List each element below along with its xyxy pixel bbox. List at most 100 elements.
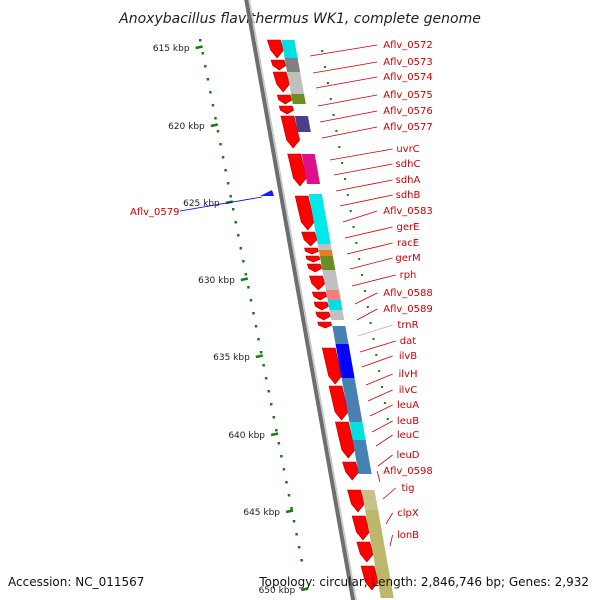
gene-arrow: [294, 195, 315, 231]
tick-dot: [257, 338, 260, 341]
gene-label-leader: [382, 487, 396, 500]
gene-box: [287, 72, 305, 94]
gene-label[interactable]: Aflv_0576: [383, 106, 433, 117]
gene-arrow: [313, 301, 329, 311]
gene-label-leader: [312, 61, 378, 74]
tick-dot: [355, 242, 358, 244]
tick-dot: [224, 169, 227, 172]
gene-label[interactable]: racE: [397, 238, 419, 249]
tick-dots: [199, 39, 389, 562]
tick-mark: [210, 123, 219, 128]
gene-label[interactable]: Aflv_0589: [383, 304, 433, 315]
tick-dot: [254, 325, 258, 328]
gene-label[interactable]: ilvB: [399, 351, 417, 362]
accession-text: Accession: NC_011567: [8, 575, 144, 589]
gene-marker-aflv-0579: [260, 190, 274, 196]
gene-label-leader: [351, 274, 396, 287]
gene-label[interactable]: gerE: [397, 222, 420, 233]
gene-box: [319, 256, 336, 270]
tick-mark: [195, 45, 203, 50]
gene-arrow: [342, 461, 360, 481]
gene-labels[interactable]: Aflv_0572 Aflv_0573 Aflv_0574 Aflv_0575 Aflv…: [130, 40, 433, 547]
gene-label[interactable]: sdhB: [396, 190, 421, 201]
gene-label-leader: [369, 404, 393, 417]
gene-label[interactable]: Aflv_0577: [383, 122, 433, 133]
tick-dot: [252, 312, 255, 315]
tick-dot: [280, 455, 283, 458]
tick-dot: [335, 130, 338, 132]
backbone-highlight: [248, 0, 357, 600]
tick-dot: [383, 402, 386, 404]
gene-label[interactable]: Aflv_0598: [383, 466, 433, 477]
tick-dot: [341, 162, 344, 164]
tick-dot: [237, 234, 240, 237]
tick-dot: [247, 286, 250, 289]
gene-box: [308, 194, 331, 244]
gene-label[interactable]: ilvH: [399, 369, 418, 380]
gene-label-leader: [329, 148, 393, 161]
gene-label[interactable]: uvrC: [396, 144, 419, 155]
gene-label[interactable]: ilvC: [399, 385, 417, 396]
tick-dot: [229, 195, 232, 198]
tick-dot: [324, 66, 327, 68]
gene-label-leader: [317, 94, 378, 107]
backbone-line: [244, 0, 356, 600]
kbp-ticks: 615 kbp 620 kbp 625 kbp 630 kbp 635 kbp 640 k…: [153, 44, 309, 596]
gene-arrow: [278, 105, 294, 115]
gene-label[interactable]: lonB: [397, 530, 419, 541]
gene-label-leader: [346, 242, 393, 255]
gene-label-leader: [349, 257, 393, 270]
gene-arrow: [305, 255, 321, 263]
gene-label[interactable]: Aflv_0575: [383, 90, 433, 101]
gene-label[interactable]: Aflv_0588: [383, 288, 433, 299]
gene-box: [291, 94, 306, 104]
tick-mark: [270, 432, 279, 437]
gene-label-aflv-0579[interactable]: Aflv_0579: [130, 207, 180, 218]
gene-box: [361, 490, 379, 510]
tick-dot: [295, 533, 298, 536]
gene-label[interactable]: Aflv_0574: [383, 72, 433, 83]
gene-label[interactable]: Aflv_0572: [383, 40, 433, 51]
gene-label-leader: [359, 340, 396, 353]
gene-label[interactable]: gerM: [395, 253, 420, 264]
gene-label[interactable]: tig: [401, 483, 414, 494]
tick-dot: [275, 429, 278, 432]
tick-dot: [338, 146, 341, 148]
gene-box: [329, 310, 345, 320]
gene-label[interactable]: rph: [400, 270, 417, 281]
tick-dot: [321, 50, 324, 52]
tick-dot: [272, 416, 276, 419]
gene-arrow: [304, 247, 319, 255]
gene-arrow: [287, 153, 307, 187]
gene-label[interactable]: dat: [400, 336, 416, 347]
gene-label[interactable]: leuA: [397, 400, 419, 411]
gene-label[interactable]: sdhC: [396, 159, 421, 170]
gene-label-leader: [356, 308, 378, 321]
gene-label[interactable]: leuD: [397, 450, 420, 461]
tick-dot: [290, 507, 293, 510]
gene-label[interactable]: trnR: [397, 320, 418, 331]
gene-label[interactable]: Aflv_0573: [383, 57, 433, 68]
tick-dot: [214, 117, 217, 120]
gene-label[interactable]: leuC: [397, 430, 419, 441]
tick-dot: [349, 210, 352, 212]
gene-label[interactable]: leuB: [397, 416, 419, 427]
gene-label[interactable]: clpX: [397, 508, 419, 519]
gene-label[interactable]: Aflv_0583: [383, 206, 433, 217]
tick-label: 635 kbp: [213, 353, 250, 363]
tick-dot: [332, 114, 335, 116]
tick-label: 625 kbp: [183, 199, 220, 209]
gene-label[interactable]: sdhA: [396, 175, 421, 186]
tick-dot: [221, 156, 225, 159]
gene-label-leader: [389, 534, 393, 547]
tick-dot: [363, 290, 366, 292]
gene-box: [352, 440, 372, 474]
tick-dot: [358, 258, 361, 260]
gene-label-leader: [339, 194, 393, 207]
tick-label: 645 kbp: [243, 508, 280, 518]
tick-dot: [249, 299, 253, 302]
tick-label: 630 kbp: [198, 276, 235, 286]
tick-dot: [201, 52, 205, 55]
tick-dot: [381, 386, 384, 388]
